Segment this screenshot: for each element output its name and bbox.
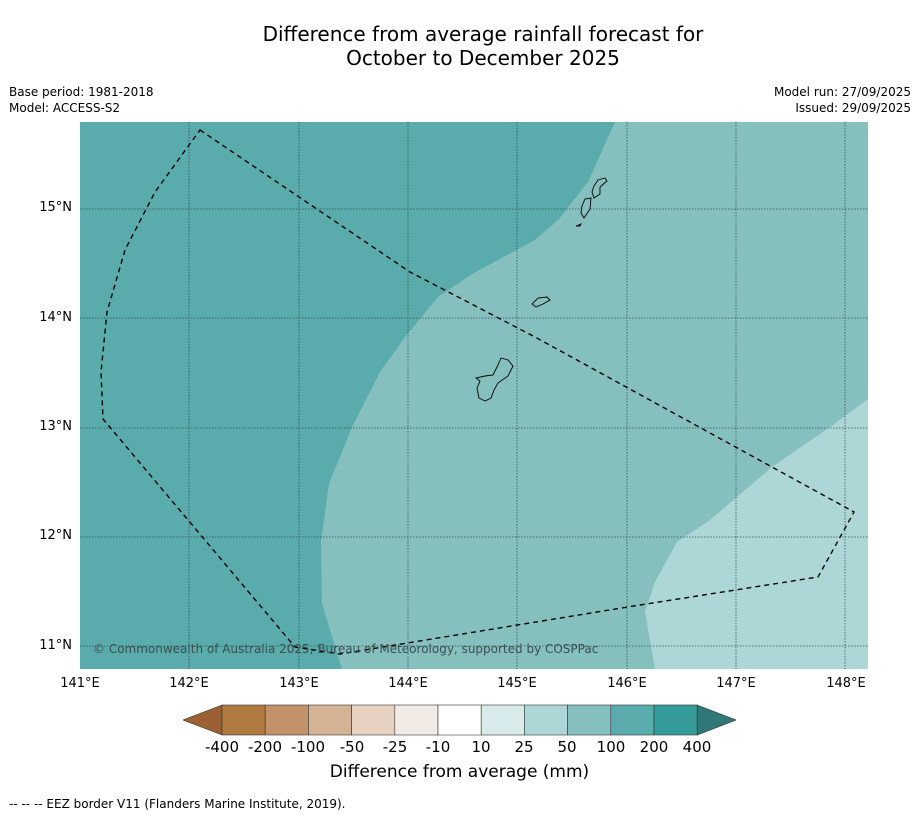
lon-label-146e: 146°E [607,676,647,691]
forecast-map [80,122,868,669]
colorbar-high-extend [696,704,736,736]
lat-label-11n: 11°N [39,638,72,653]
cbar-label: 50 [557,738,577,756]
cbar-label: -50 [339,738,365,756]
cbar-label: 10 [471,738,491,756]
chart-title: Difference from average rainfall forecas… [0,22,919,70]
model-name: Model: ACCESS-S2 [9,101,121,115]
cbar-label: 25 [514,738,534,756]
cbar-label: -200 [247,738,283,756]
issued-date: Issued: 29/09/2025 [795,101,911,115]
zone-25-50 [645,399,868,669]
lon-label-142e: 142°E [169,676,209,691]
lon-label-143e: 143°E [279,676,319,691]
island-tinian [580,197,592,219]
colorbar-seg [653,704,698,736]
island-saipan [591,177,608,199]
island-rota [531,296,551,308]
cbar-label: 400 [682,738,712,756]
title-line-1: Difference from average rainfall forecas… [262,22,704,46]
colorbar-seg [610,704,655,736]
colorbar-seg [351,704,396,736]
cbar-label: -10 [425,738,451,756]
colorbar-seg [308,704,352,736]
title-line-2: October to December 2025 [346,46,620,70]
base-period: Base period: 1981-2018 [9,85,154,99]
cbar-label: 200 [639,738,669,756]
lon-label-144e: 144°E [388,676,428,691]
colorbar-seg [264,704,309,736]
colorbar-seg [394,704,439,736]
meta-left: Base period: 1981-2018 Model: ACCESS-S2 [9,84,154,116]
colorbar-seg [437,704,482,736]
lon-label-141e: 141°E [60,676,100,691]
cbar-label: -25 [382,738,408,756]
colorbar-seg [567,704,612,736]
lon-label-147e: 147°E [716,676,756,691]
colorbar-title: Difference from average (mm) [329,762,590,782]
model-run: Model run: 27/09/2025 [773,85,911,99]
lat-label-12n: 12°N [39,528,72,543]
copyright-notice: © Commonwealth of Australia 2025, Bureau… [93,642,599,656]
colorbar [183,704,736,736]
lon-label-145e: 145°E [497,676,537,691]
colorbar-seg [524,704,568,736]
eez-border [100,129,855,655]
lat-label-14n: 14°N [39,310,72,325]
lon-label-148e: 148°E [826,676,866,691]
cbar-label: -400 [204,738,240,756]
eez-footnote: -- -- -- EEZ border V11 (Flanders Marine… [9,797,346,811]
cbar-label: -100 [290,738,326,756]
island-aguijan [575,223,582,227]
colorbar-seg [221,704,266,736]
graticule [80,122,868,669]
colorbar-seg [480,704,525,736]
island-guam [474,357,514,402]
colorbar-low-extend [183,704,223,736]
lat-label-13n: 13°N [39,419,72,434]
cbar-label: 100 [596,738,626,756]
islands [474,177,608,402]
meta-right: Model run: 27/09/2025 Issued: 29/09/2025 [774,84,911,116]
lat-label-15n: 15°N [39,200,72,215]
